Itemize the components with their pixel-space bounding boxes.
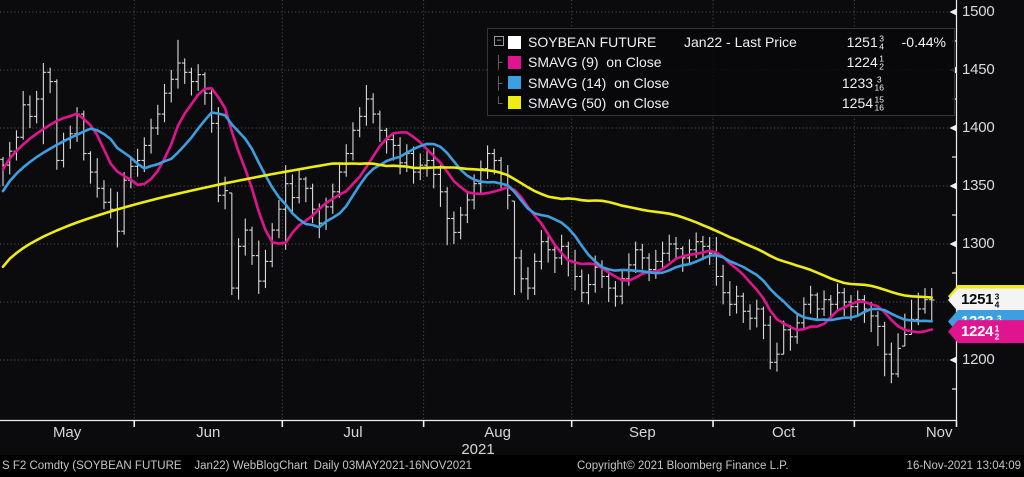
timestamp: 16-Nov-2021 13:04:09: [906, 460, 1021, 472]
month-label-nov: Nov: [925, 424, 953, 441]
y-tick-label-1400: 1400: [962, 119, 995, 136]
series-value: 1251 3 4: [846, 33, 884, 52]
month-label-jun: Jun: [196, 424, 221, 441]
copyright-text: Copyright© 2021 Bloomberg Finance L.P.: [577, 460, 789, 472]
month-label-may: May: [52, 424, 82, 441]
legend-tree: └: [494, 95, 503, 110]
y-tick-label-1250: 1250: [962, 293, 995, 310]
y-tick-label-1200: 1200: [962, 351, 995, 368]
legend-row-smavg50[interactable]: └ SMAVG (50) on Close 1254 15 16: [494, 93, 946, 113]
series-swatch-sma14: [508, 76, 521, 90]
chart-legend: − SOYBEAN FUTURE Jan22 - Last Price 1251…: [487, 28, 955, 116]
legend-row-smavg9[interactable]: ├ SMAVG (9) on Close 1224 1 2: [494, 52, 946, 72]
series-label: SOYBEAN FUTURE: [528, 34, 657, 51]
legend-tree: −: [494, 36, 507, 48]
status-bar: S F2 Comdty (SOYBEAN FUTURE Jan22) WebBl…: [0, 455, 1024, 477]
legend-tree: ├: [494, 75, 503, 90]
month-label-jul: Jul: [343, 424, 363, 441]
legend-tree: ├: [494, 55, 503, 70]
fraction: 15 16: [874, 94, 884, 113]
legend-row-smavg14[interactable]: ├ SMAVG (14) on Close 1233 3 16: [494, 73, 946, 93]
sma50-line: [1, 162, 934, 299]
x-axis-year-label: 2021: [461, 441, 495, 458]
sma14-line: [1, 111, 934, 323]
month-label-aug: Aug: [484, 424, 511, 441]
month-label-sep: Sep: [628, 424, 656, 441]
series-detail: Jan22 - Last Price: [684, 34, 797, 51]
legend-row-last-price[interactable]: − SOYBEAN FUTURE Jan22 - Last Price 1251…: [494, 32, 946, 52]
fraction: 3 16: [874, 74, 884, 93]
series-swatch-sma9: [508, 55, 521, 69]
series-value: 1224 1 2: [846, 53, 884, 72]
collapse-icon[interactable]: −: [494, 36, 504, 47]
ticker-description: S F2 Comdty (SOYBEAN FUTURE Jan22) WebBl…: [2, 460, 472, 472]
y-tick-label-1300: 1300: [962, 235, 995, 252]
series-value: 1254 15 16: [841, 94, 884, 113]
series-label: SMAVG (14) on Close: [528, 74, 670, 91]
x-axis-ticks: [133, 420, 958, 427]
price-bars: [0, 39, 935, 384]
series-label: SMAVG (50) on Close: [528, 94, 670, 111]
sma9-line: [1, 87, 934, 334]
y-tick-label-1500: 1500: [962, 3, 995, 20]
y-tick-label-1450: 1450: [962, 61, 995, 78]
series-swatch-sma50: [508, 96, 521, 110]
month-label-oct: Oct: [772, 424, 796, 441]
series-label: SMAVG (9) on Close: [528, 54, 662, 71]
y-tick-label-1350: 1350: [962, 177, 995, 194]
price-change: -0.44%: [901, 34, 946, 51]
series-value: 1233 3 16: [841, 74, 884, 93]
series-swatch-price: [508, 35, 521, 49]
